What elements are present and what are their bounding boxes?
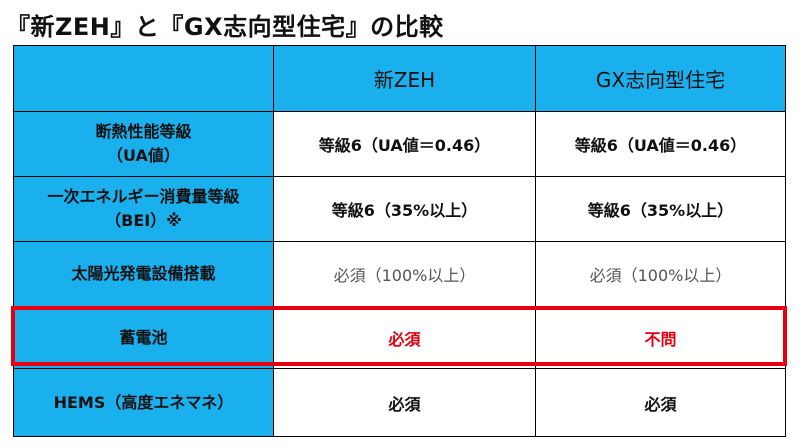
cell-gx-house: 等級6（UA値＝0.46） [535, 111, 786, 177]
row-label: 一次エネルギー消費量等級 （BEI）※ [13, 176, 274, 242]
page-title: 『新ZEH』と『GX志向型住宅』の比較 [6, 13, 444, 41]
table-row-battery: 蓄電池 必須 不問 [13, 306, 786, 369]
cell-gx-house: 等級6（35%以上） [535, 176, 786, 242]
header-gx-house: GX志向型住宅 [535, 45, 786, 112]
table-row: 太陽光発電設備搭載 必須（100%以上） 必須（100%以上） [13, 241, 786, 307]
cell-new-zeh: 必須 [273, 368, 536, 437]
table-row: 断熱性能等級 （UA値） 等級6（UA値＝0.46） 等級6（UA値＝0.46） [13, 111, 786, 177]
cell-new-zeh: 必須（100%以上） [273, 241, 536, 307]
row-label-line: 一次エネルギー消費量等級 [47, 187, 240, 206]
cell-new-zeh: 等級6（UA値＝0.46） [273, 111, 536, 177]
header-new-zeh: 新ZEH [273, 45, 536, 112]
cell-new-zeh: 必須 [273, 306, 536, 369]
row-label-line: （UA値） [107, 146, 180, 165]
cell-gx-house: 不問 [535, 306, 786, 369]
row-label-line: 断熱性能等級 [95, 122, 192, 141]
cell-gx-house: 必須 [535, 368, 786, 437]
row-label: 断熱性能等級 （UA値） [13, 111, 274, 177]
table-header-row: 新ZEH GX志向型住宅 [13, 45, 786, 112]
table-row: HEMS（高度エネマネ） 必須 必須 [13, 368, 786, 437]
row-label-line: （BEI）※ [105, 211, 182, 230]
row-label: 蓄電池 [13, 306, 274, 369]
header-corner-cell [13, 45, 274, 112]
table-row: 一次エネルギー消費量等級 （BEI）※ 等級6（35%以上） 等級6（35%以上… [13, 176, 786, 242]
row-label: 太陽光発電設備搭載 [13, 241, 274, 307]
cell-gx-house: 必須（100%以上） [535, 241, 786, 307]
cell-new-zeh: 等級6（35%以上） [273, 176, 536, 242]
row-label: HEMS（高度エネマネ） [13, 368, 274, 437]
comparison-table: 新ZEH GX志向型住宅 断熱性能等級 （UA値） 等級6（UA値＝0.46） … [13, 45, 786, 437]
